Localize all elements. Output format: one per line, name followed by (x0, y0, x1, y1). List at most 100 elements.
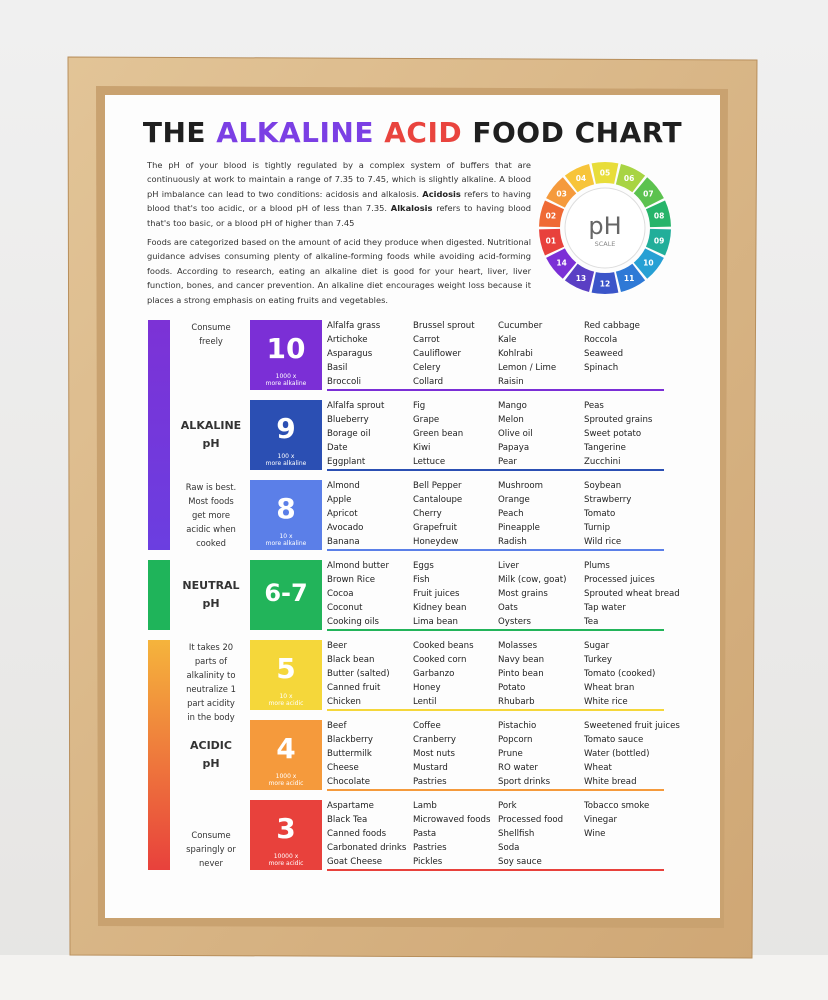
food-item: Soda (498, 843, 520, 853)
food-item: Molasses (498, 641, 538, 651)
food-item: Apricot (327, 509, 358, 519)
food-item: Honeydew (413, 537, 459, 547)
food-item: Soy sauce (498, 857, 542, 867)
level-scale: 1000 x more alkaline (250, 373, 322, 387)
food-item: Cherry (413, 509, 442, 519)
food-item: Green bean (413, 429, 464, 439)
food-item: Fig (413, 401, 426, 411)
food-item: Beer (327, 641, 348, 651)
food-item: Garbanzo (413, 669, 455, 679)
food-item: Turkey (584, 655, 612, 665)
food-item: Pear (498, 457, 517, 467)
level-scale-line: more acidic (268, 780, 304, 787)
food-item: Pastries (413, 843, 447, 853)
group-bar (148, 320, 170, 550)
title-part: ALKALINE (216, 116, 374, 149)
food-item: Turnip (584, 523, 611, 533)
food-item: Navy bean (498, 655, 545, 665)
food-item: Eggs (413, 561, 434, 571)
food-item: Lamb (413, 801, 437, 811)
wheel-number: 05 (600, 169, 610, 178)
food-item: Wild rice (584, 537, 622, 547)
food-item: Pasta (413, 829, 437, 839)
food-item: RO water (498, 763, 538, 773)
level-scale-line: more alkaline (265, 540, 307, 547)
level-scale-line: 10000 x (273, 853, 299, 860)
food-item: Kale (498, 335, 517, 345)
side-note-line: never (198, 858, 223, 868)
level-box: 8 10 x more alkaline (250, 480, 322, 550)
food-item: Sport drinks (498, 777, 551, 787)
food-item: White rice (584, 697, 628, 707)
level-scale: 1000 x more acidic (250, 773, 322, 787)
wheel-segment (591, 272, 619, 294)
food-item: Sweet potato (584, 429, 642, 439)
wheel-segment (615, 163, 646, 193)
food-item: Orange (498, 495, 530, 505)
food-item: Peas (584, 401, 604, 411)
wheel-number: 04 (576, 174, 586, 183)
food-item: Eggplant (327, 457, 366, 467)
wheel-number: 01 (546, 236, 556, 245)
wheel-sublabel: SCALE (595, 240, 616, 248)
level-box: 9 100 x more alkaline (250, 400, 322, 470)
food-item: Goat Cheese (327, 857, 383, 867)
wheel-segment (564, 263, 595, 293)
side-note-line: neutralize 1 (186, 684, 236, 694)
food-item: Mango (498, 401, 527, 411)
food-item: Pickles (413, 857, 443, 867)
food-item: Kohlrabi (498, 349, 533, 359)
food-item: Celery (413, 363, 441, 373)
food-item: Fish (413, 575, 430, 585)
food-item: Lettuce (413, 457, 446, 467)
wheel-segment (633, 177, 664, 208)
title: THE ALKALINE ACID FOOD CHART (105, 116, 720, 149)
food-item: Liver (498, 561, 520, 571)
food-item: Kidney bean (413, 603, 467, 613)
food-item: Processed food (498, 815, 564, 825)
level-scale: 10000 x more acidic (250, 853, 322, 867)
food-item: Most nuts (413, 749, 455, 759)
title-part: ACID (384, 116, 463, 149)
side-note-line: alkalinity to (186, 670, 236, 680)
level-scale: 10 x more acidic (250, 693, 322, 707)
level-scale-line: 1000 x (275, 773, 297, 780)
level-scale-line: more alkaline (265, 460, 307, 467)
food-item: Apple (327, 495, 352, 505)
food-item: Black Tea (327, 815, 368, 825)
food-item: Asparagus (327, 349, 373, 359)
group-label-name: ACIDIC (190, 739, 232, 752)
row-underline (327, 469, 664, 471)
food-item: Buttermilk (327, 749, 372, 759)
food-item: Roccola (584, 335, 618, 345)
group-label: NEUTRAL pH (171, 577, 251, 613)
wheel-number: 12 (600, 280, 610, 289)
food-item: Black bean (327, 655, 375, 665)
food-item: Wheat (584, 763, 612, 773)
food-item: Tomato (584, 509, 616, 519)
shelf (0, 955, 828, 1000)
wheel-segment (645, 228, 671, 256)
food-item: Grapefruit (413, 523, 457, 533)
food-item: Zucchini (584, 457, 621, 467)
food-item: Coffee (413, 721, 441, 731)
group-label-name: ALKALINE (180, 419, 242, 432)
level-box: 3 10000 x more acidic (250, 800, 322, 870)
food-item: Water (bottled) (584, 749, 650, 759)
food-item: Plums (584, 561, 610, 571)
food-item: Coconut (327, 603, 363, 613)
food-item: Lentil (413, 697, 437, 707)
food-item: Tangerine (584, 443, 626, 453)
level-box: 4 1000 x more acidic (250, 720, 322, 790)
group-bar (148, 640, 170, 870)
food-item: Chocolate (327, 777, 370, 787)
food-item: Alfalfa sprout (327, 401, 385, 411)
food-item: Artichoke (327, 335, 368, 345)
food-item: Strawberry (584, 495, 632, 505)
food-item: Broccoli (327, 377, 361, 387)
wheel-number: 06 (624, 174, 634, 183)
level-box: 6-7 (250, 560, 322, 630)
level-box: 10 1000 x more alkaline (250, 320, 322, 390)
